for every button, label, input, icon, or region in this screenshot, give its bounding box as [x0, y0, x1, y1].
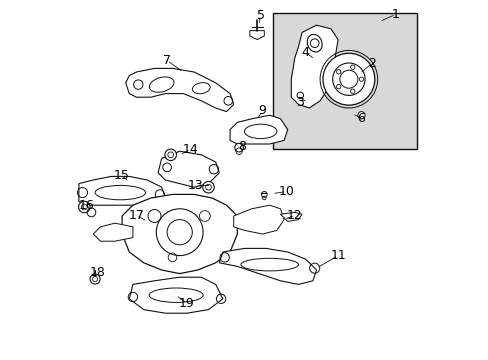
Polygon shape	[280, 212, 302, 221]
Text: 18: 18	[89, 266, 105, 279]
Text: 6: 6	[357, 112, 365, 125]
Polygon shape	[233, 205, 284, 234]
Text: 15: 15	[113, 169, 129, 182]
Text: 11: 11	[329, 249, 346, 262]
Text: 16: 16	[78, 199, 94, 212]
Polygon shape	[291, 25, 337, 108]
Text: 5: 5	[256, 9, 264, 22]
Text: 10: 10	[278, 185, 294, 198]
Text: 13: 13	[188, 179, 203, 192]
Circle shape	[164, 149, 176, 161]
Text: 17: 17	[128, 209, 144, 222]
Circle shape	[322, 53, 374, 105]
Text: 1: 1	[391, 8, 399, 21]
Text: 7: 7	[163, 54, 171, 67]
Polygon shape	[79, 176, 165, 205]
Polygon shape	[125, 68, 233, 112]
Text: 14: 14	[182, 143, 198, 156]
Polygon shape	[129, 277, 223, 313]
Circle shape	[261, 192, 266, 197]
Polygon shape	[93, 223, 133, 241]
Circle shape	[90, 274, 100, 284]
Polygon shape	[249, 31, 264, 40]
Circle shape	[357, 112, 365, 119]
Circle shape	[234, 143, 243, 152]
Text: 4: 4	[301, 46, 309, 59]
Text: 8: 8	[238, 140, 245, 153]
Text: 3: 3	[296, 96, 304, 109]
Circle shape	[296, 92, 303, 99]
Text: 12: 12	[286, 209, 302, 222]
Circle shape	[203, 181, 214, 193]
Circle shape	[79, 201, 90, 213]
Polygon shape	[122, 194, 237, 274]
Polygon shape	[219, 248, 316, 284]
Text: 9: 9	[258, 104, 266, 117]
Text: 2: 2	[367, 57, 375, 69]
Bar	[273, 13, 416, 149]
Polygon shape	[158, 151, 219, 187]
Text: 19: 19	[179, 297, 194, 310]
Polygon shape	[230, 115, 287, 144]
